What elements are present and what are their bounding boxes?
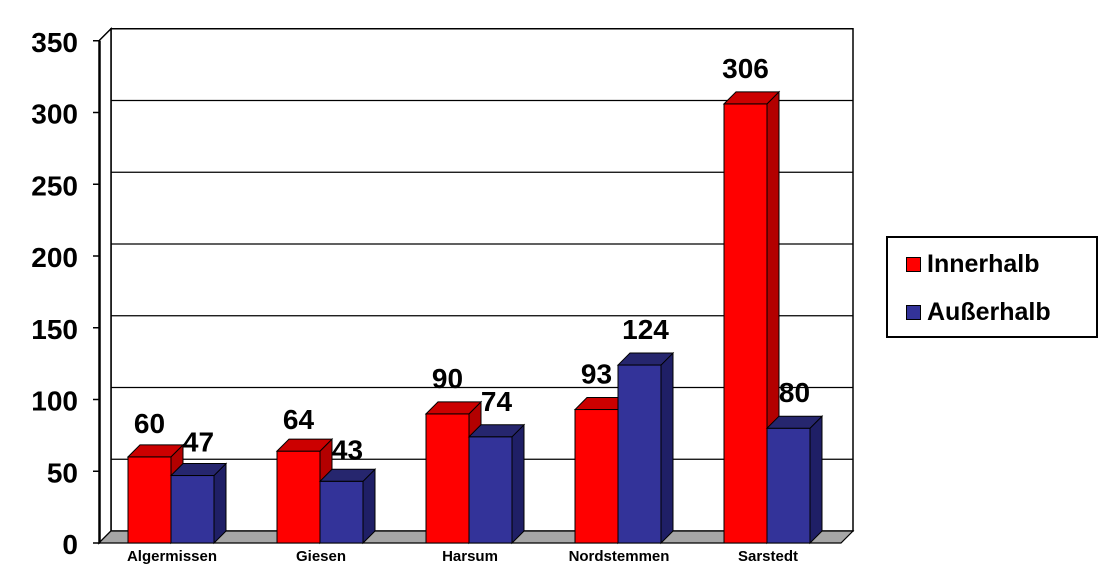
bar-top-ausserhalb-harsum — [467, 424, 526, 438]
bar-side-ausserhalb-harsum — [511, 423, 525, 545]
data-label-ausserhalb-harsum: 74 — [481, 386, 513, 417]
data-label-innerhalb-algermissen: 60 — [134, 408, 165, 439]
legend-swatch-innerhalb — [906, 256, 921, 272]
legend-label-ausserhalb: Außerhalb — [927, 297, 1051, 326]
legend-label-innerhalb: Innerhalb — [927, 249, 1040, 278]
data-label-innerhalb-harsum: 90 — [432, 363, 463, 394]
legend-swatch-ausserhalb — [906, 304, 921, 320]
x-tick-label-giesen: Giesen — [296, 548, 346, 565]
y-tick-label: 200 — [31, 242, 78, 273]
y-tick-label: 100 — [31, 386, 78, 417]
bar-top-innerhalb-giesen — [275, 438, 334, 452]
bar-ausserhalb-sarstedt — [766, 427, 811, 544]
data-label-ausserhalb-sarstedt: 80 — [779, 377, 810, 408]
data-label-ausserhalb-algermissen: 47 — [183, 427, 214, 458]
data-label-ausserhalb-giesen: 43 — [332, 434, 363, 465]
y-tick-label: 300 — [31, 99, 78, 130]
x-tick-label-harsum: Harsum — [442, 548, 498, 565]
bar-ausserhalb-giesen — [319, 480, 364, 544]
data-label-innerhalb-giesen: 64 — [283, 404, 315, 435]
bar-top-ausserhalb-giesen — [318, 468, 377, 482]
legend-item-innerhalb: Innerhalb — [906, 250, 1040, 278]
bar-ausserhalb-harsum — [468, 436, 513, 544]
y-tick-label: 350 — [31, 27, 78, 58]
x-tick-label-nordstemmen: Nordstemmen — [569, 548, 670, 565]
bar-side-ausserhalb-giesen — [362, 468, 376, 545]
bar-innerhalb-sarstedt — [723, 103, 768, 544]
bar-innerhalb-algermissen — [127, 456, 172, 544]
bar-ausserhalb-nordstemmen — [617, 364, 662, 544]
y-tick-label: 50 — [47, 457, 78, 488]
y-tick-label: 0 — [62, 529, 78, 560]
bar-top-innerhalb-harsum — [424, 401, 483, 415]
x-tick-label-algermissen: Algermissen — [127, 548, 217, 565]
bar-side-ausserhalb-algermissen — [213, 462, 227, 545]
bar-top-innerhalb-sarstedt — [722, 91, 781, 105]
data-label-innerhalb-nordstemmen: 93 — [581, 359, 612, 390]
y-tick-label: 150 — [31, 314, 78, 345]
bar-innerhalb-harsum — [425, 413, 470, 544]
bar-side-ausserhalb-sarstedt — [809, 414, 823, 545]
bar-top-ausserhalb-nordstemmen — [616, 352, 675, 366]
bar-top-ausserhalb-algermissen — [169, 463, 228, 477]
plot-side-wall — [98, 26, 112, 545]
bar-side-ausserhalb-nordstemmen — [660, 351, 674, 545]
bar-ausserhalb-algermissen — [170, 475, 215, 544]
legend-item-ausserhalb: Außerhalb — [906, 298, 1051, 326]
y-tick-label: 250 — [31, 170, 78, 201]
data-label-ausserhalb-nordstemmen: 124 — [622, 314, 669, 345]
x-tick-label-sarstedt: Sarstedt — [738, 548, 798, 565]
bar-innerhalb-giesen — [276, 450, 321, 544]
data-label-innerhalb-sarstedt: 306 — [722, 53, 769, 84]
bar-innerhalb-nordstemmen — [574, 409, 619, 544]
bar-top-ausserhalb-sarstedt — [765, 415, 824, 429]
bar-top-innerhalb-algermissen — [126, 444, 185, 458]
legend: Innerhalb Außerhalb — [886, 236, 1098, 338]
